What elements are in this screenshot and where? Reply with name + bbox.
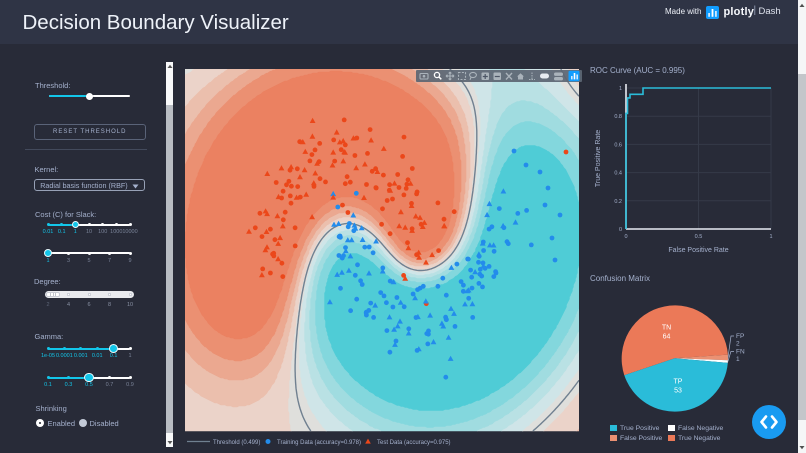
svg-text:0.4: 0.4 bbox=[614, 171, 622, 177]
svg-text:FN: FN bbox=[736, 349, 745, 356]
svg-text:1: 1 bbox=[736, 356, 740, 363]
svg-text:TN: TN bbox=[662, 324, 671, 331]
svg-text:64: 64 bbox=[663, 333, 671, 340]
svg-text:Test Data (accuracy=0.975): Test Data (accuracy=0.975) bbox=[377, 440, 451, 446]
svg-text:False Positive Rate: False Positive Rate bbox=[668, 247, 728, 254]
svg-text:2: 2 bbox=[736, 341, 740, 348]
svg-text:0.2: 0.2 bbox=[614, 199, 622, 205]
svg-text:1: 1 bbox=[619, 86, 622, 92]
svg-text:53: 53 bbox=[674, 387, 682, 394]
svg-text:0.8: 0.8 bbox=[614, 114, 622, 120]
svg-text:0.6: 0.6 bbox=[614, 142, 622, 148]
svg-text:0: 0 bbox=[624, 234, 627, 240]
svg-text:Threshold (0.499): Threshold (0.499) bbox=[213, 440, 260, 446]
svg-text:True Positive Rate: True Positive Rate bbox=[595, 130, 602, 187]
svg-text:0.5: 0.5 bbox=[695, 234, 703, 240]
svg-text:TP: TP bbox=[674, 378, 683, 385]
svg-text:1: 1 bbox=[769, 234, 772, 240]
svg-text:0: 0 bbox=[619, 227, 622, 233]
svg-text:Training Data (accuracy=0.978): Training Data (accuracy=0.978) bbox=[277, 440, 361, 446]
svg-text:FP: FP bbox=[736, 333, 744, 340]
